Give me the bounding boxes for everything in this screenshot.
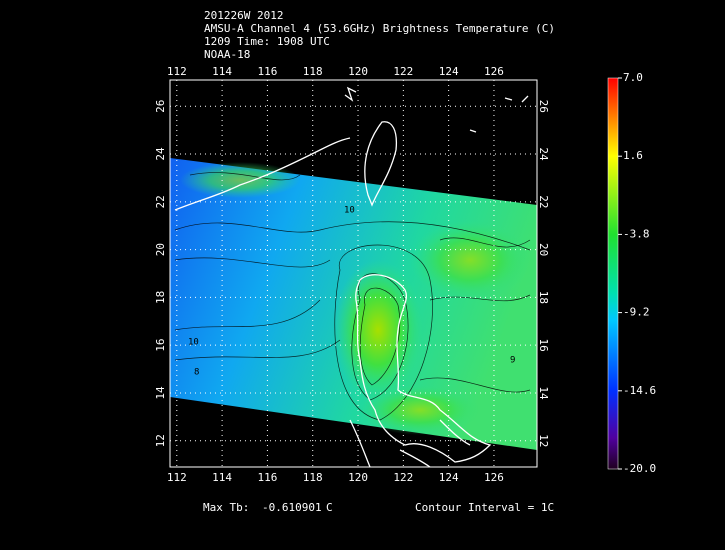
y-tick-label: 24 — [537, 147, 550, 161]
x-tick-label: 114 — [212, 65, 232, 78]
x-tick-label: 124 — [439, 65, 459, 78]
y-tick-label: 24 — [154, 147, 167, 161]
header-line: AMSU-A Channel 4 (53.6GHz) Brightness Te… — [204, 22, 555, 35]
contour-label: 8 — [194, 368, 199, 378]
y-tick-label: 20 — [537, 243, 550, 256]
colorbar-tick-label: -3.8 — [623, 227, 650, 240]
header: 201226W 2012 AMSU-A Channel 4 (53.6GHz) … — [204, 9, 555, 61]
x-tick-label: 112 — [167, 65, 187, 78]
warm-region — [360, 385, 480, 435]
colorbar-tick-label: 7.0 — [623, 71, 643, 84]
y-tick-label: 26 — [154, 100, 167, 113]
y-tick-label: 18 — [154, 291, 167, 304]
colorbar-tick-label: -9.2 — [623, 306, 650, 319]
x-tick-label: 114 — [212, 471, 232, 484]
y-tick-label: 16 — [537, 339, 550, 352]
y-tick-label: 14 — [154, 386, 167, 400]
colorbar-tick-label: -14.6 — [623, 384, 656, 397]
y-tick-label: 12 — [154, 434, 167, 447]
axes: 112 112 114 114 116 116 118 118 120 120 122 122 124 1… — [154, 65, 550, 484]
x-tick-label: 112 — [167, 471, 187, 484]
colorbar-tick-label: -20.0 — [623, 462, 656, 475]
max-unit: C — [326, 501, 333, 514]
x-tick-label: 126 — [484, 471, 504, 484]
contour-label: 10 — [344, 206, 355, 216]
contour-interval: Contour Interval = 1C — [415, 501, 554, 514]
max-label: Max Tb: — [203, 501, 249, 514]
x-tick-label: 118 — [303, 471, 323, 484]
max-value: -0.610901 — [262, 501, 322, 514]
x-tick-label: 116 — [257, 65, 277, 78]
colorbar — [607, 77, 619, 470]
contour-label: 10 — [188, 338, 199, 348]
footer: Max Tb: -0.610901 C Contour Interval = 1… — [203, 501, 554, 514]
map-field: 10 10 8 9 — [170, 86, 537, 467]
header-line: NOAA-18 — [204, 48, 250, 61]
contour-label: 9 — [510, 356, 515, 366]
header-line: 201226W 2012 — [204, 9, 283, 22]
y-tick-label: 18 — [537, 291, 550, 304]
warm-region — [333, 260, 423, 400]
x-tick-label: 122 — [393, 65, 413, 78]
x-tick-label: 124 — [439, 471, 459, 484]
y-tick-label: 22 — [154, 195, 167, 208]
y-tick-label: 22 — [537, 195, 550, 208]
x-tick-label: 120 — [348, 65, 368, 78]
header-line: 1209 Time: 1908 UTC — [204, 35, 330, 48]
x-tick-label: 120 — [348, 471, 368, 484]
x-tick-label: 122 — [393, 471, 413, 484]
y-tick-label: 16 — [154, 339, 167, 352]
colorbar-ticks: 7.0 1.6 -3.8 -9.2 -14.6 -20.0 — [618, 71, 656, 475]
x-tick-label: 118 — [303, 65, 323, 78]
plot-frame — [169, 79, 538, 468]
y-tick-label: 20 — [154, 243, 167, 256]
x-tick-label: 126 — [484, 65, 504, 78]
y-tick-label: 26 — [537, 100, 550, 113]
y-tick-label: 12 — [537, 434, 550, 447]
x-tick-label: 116 — [257, 471, 277, 484]
warm-region — [410, 220, 530, 300]
colorbar-tick-label: 1.6 — [623, 149, 643, 162]
warm-region — [180, 162, 300, 198]
coastlines — [174, 86, 529, 467]
y-tick-label: 14 — [537, 386, 550, 400]
